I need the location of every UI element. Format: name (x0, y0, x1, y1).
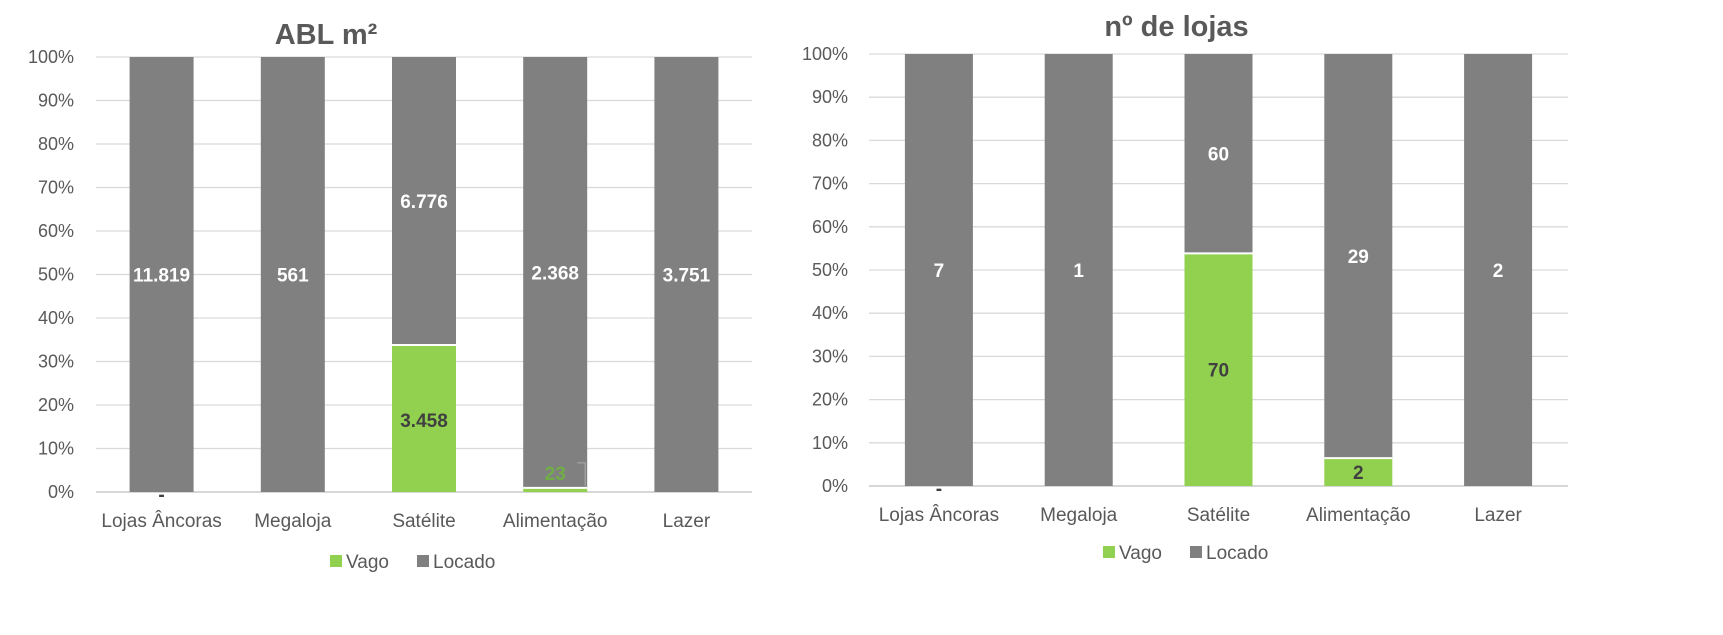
y-axis: 0% 10% 20% 30% 40% 50% 60% 70% 80% 90% 100% (802, 44, 848, 496)
bar-locado (392, 57, 456, 346)
data-label-locado: 60 (1208, 145, 1229, 166)
bar-locado (1464, 54, 1533, 486)
x-tick-label: Lojas Âncoras (101, 510, 221, 532)
y-tick-label: 50% (812, 260, 848, 280)
x-tick-label: Satélite (392, 511, 455, 532)
bar-locado (1184, 54, 1253, 254)
bar-locado (523, 57, 588, 488)
x-tick-label: Alimentação (1306, 505, 1411, 526)
y-tick-label: 60% (812, 217, 848, 237)
y-tick-label: 20% (812, 390, 848, 410)
legend: Vago Locado (1103, 543, 1268, 564)
chart-title: ABL m² (275, 19, 378, 51)
data-label-locado: 561 (277, 266, 309, 287)
data-label-locado: 7 (934, 261, 945, 282)
y-tick-label: 20% (38, 395, 74, 415)
data-label-vago: 23 (545, 464, 566, 485)
x-axis: Lojas Âncoras Megaloja Satélite Alimentação… (879, 504, 1523, 526)
legend-label: Vago (346, 552, 389, 573)
y-tick-label: 40% (812, 303, 848, 323)
x-tick-label: Lojas Âncoras (879, 504, 999, 526)
legend-label: Vago (1119, 543, 1162, 564)
chart-num-lojas: 0%10%20%30%40%50%60%70%80%90%100% 7-1607… (802, 11, 1568, 564)
y-tick-label: 40% (38, 308, 74, 328)
data-label-vago: - (936, 479, 942, 500)
x-tick-label: Megaloja (1040, 505, 1118, 526)
bar-locado (904, 54, 973, 486)
y-tick-label: 100% (802, 44, 848, 64)
bar-vago (1184, 253, 1253, 486)
bar-locado (1324, 54, 1393, 459)
data-label-locado: 6.776 (400, 192, 448, 213)
y-tick-label: 0% (48, 482, 74, 502)
chart-title: nº de lojas (1104, 11, 1248, 43)
data-label-vago: 2 (1353, 463, 1364, 484)
y-tick-label: 50% (38, 265, 74, 285)
data-labels: 7 - 1 60 70 29 2 2 (934, 145, 1504, 500)
legend-swatch (330, 555, 342, 567)
bar-vago (392, 345, 456, 492)
legend: Vago Locado (330, 552, 495, 573)
y-axis: 0% 10% 20% 30% 40% 50% 60% 70% 80% 90% 100% (28, 47, 74, 502)
data-label-vago: 3.458 (400, 411, 448, 432)
bars-group (129, 57, 719, 492)
data-label-locado: 2 (1493, 261, 1504, 282)
x-tick-label: Satélite (1187, 505, 1250, 526)
y-tick-label: 70% (38, 178, 74, 198)
y-tick-label: 30% (38, 352, 74, 372)
legend-label: Locado (433, 552, 495, 573)
y-tick-label: 90% (38, 91, 74, 111)
data-label-locado: 1 (1073, 261, 1084, 282)
chart-abl: 0% 10% 20% 30% 40% 50% 60% 70% 80% 90% 100% 11.819… (28, 19, 752, 573)
y-tick-label: 30% (812, 346, 848, 366)
data-label-locado: 29 (1348, 247, 1369, 268)
data-label-locado: 11.819 (133, 266, 190, 287)
legend-swatch (1103, 546, 1115, 558)
data-label-vago: 70 (1208, 361, 1229, 382)
y-tick-label: 0% (822, 476, 848, 496)
x-tick-label: Alimentação (503, 511, 608, 532)
legend-swatch (417, 555, 429, 567)
data-labels: 11.819 - 561 6.776 3.458 2.368 23 3.751 (133, 192, 711, 506)
bar-locado (129, 57, 194, 492)
leader-line (577, 462, 586, 486)
x-tick-label: Lazer (663, 511, 711, 532)
y-tick-label: 80% (38, 134, 74, 154)
y-tick-label: 10% (38, 439, 74, 459)
y-tick-label: 10% (812, 433, 848, 453)
legend-label: Locado (1206, 543, 1268, 564)
bar-vago (523, 487, 588, 492)
data-label-locado: 3.751 (663, 266, 711, 287)
bar-locado (1044, 54, 1113, 486)
y-tick-label: 100% (28, 47, 74, 67)
y-tick-label: 80% (812, 130, 848, 150)
y-tick-label: 90% (812, 87, 848, 107)
x-tick-label: Lazer (1474, 505, 1522, 526)
y-tick-label: 60% (38, 221, 74, 241)
data-label-locado: 2.368 (531, 263, 579, 284)
bar-locado (260, 57, 325, 492)
x-tick-label: Megaloja (254, 511, 332, 532)
bar-vago (1324, 458, 1393, 486)
bar-locado (654, 57, 719, 492)
x-axis: Lojas Âncoras Megaloja Satélite Alimentação… (101, 510, 710, 532)
bars-group (904, 54, 1533, 486)
y-tick-label: 70% (812, 174, 848, 194)
legend-swatch (1190, 546, 1202, 558)
data-label-vago: - (158, 485, 164, 506)
